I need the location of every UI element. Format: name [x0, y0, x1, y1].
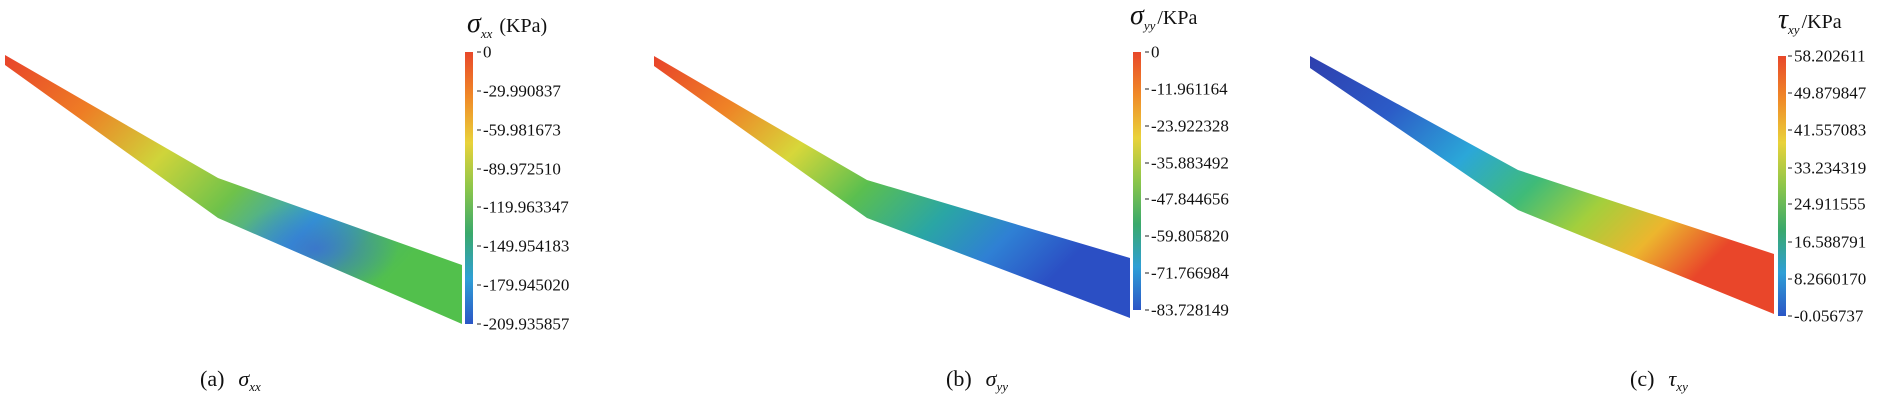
colorbar-c: [1778, 56, 1786, 316]
tick: -35.883492: [1145, 153, 1229, 173]
colorbar-a: [465, 52, 473, 324]
tick: -119.963347: [477, 197, 569, 217]
caption-a: (a) σxx: [200, 366, 261, 394]
tick: -47.844656: [1145, 189, 1229, 209]
tick: 0: [1145, 42, 1160, 62]
tick: -179.945020: [476, 275, 570, 295]
stress-field-tau-xy: [1310, 56, 1774, 314]
tick: -11.961164: [1145, 79, 1228, 99]
tick: 41.557083: [1787, 120, 1867, 140]
tick: -59.981673: [477, 120, 561, 140]
stress-field-sigma-xx: [5, 55, 462, 324]
tick: -0.056737: [1787, 306, 1864, 326]
tick: -71.766984: [1145, 263, 1229, 283]
panel-c: 58.202611 49.879847 41.557083 33.234319 …: [1300, 0, 1900, 402]
tick: -89.972510: [477, 159, 561, 179]
tick: -149.954183: [476, 236, 570, 256]
caption-c: (c) τxy: [1630, 366, 1688, 394]
tick: 16.588791: [1787, 232, 1867, 252]
tick: 8.2660170: [1787, 269, 1867, 289]
unit-label-b: σyy/KPa: [1130, 0, 1198, 33]
unit-label-c: τxy/KPa: [1778, 4, 1842, 37]
tick: 58.202611: [1788, 46, 1866, 66]
tick: 0: [477, 42, 492, 62]
tick: -59.805820: [1145, 226, 1229, 246]
tick: 24.911555: [1788, 194, 1866, 214]
tick: -209.935857: [476, 314, 570, 334]
tick: 49.879847: [1787, 83, 1867, 103]
tick: -23.922328: [1145, 116, 1229, 136]
tick: 33.234319: [1787, 158, 1867, 178]
caption-b: (b) σyy: [946, 366, 1009, 394]
colorbar-b: [1133, 52, 1141, 310]
stress-field-sigma-yy: [654, 56, 1130, 318]
unit-label-a: σxx (KPa): [467, 8, 548, 41]
tick: -83.728149: [1145, 300, 1229, 320]
panel-b: 0 -11.961164 -23.922328 -35.883492 -47.8…: [650, 0, 1290, 402]
tick: -29.990837: [477, 81, 561, 101]
panel-a: 0 -29.990837 -59.981673 -89.972510 -119.…: [0, 0, 640, 402]
